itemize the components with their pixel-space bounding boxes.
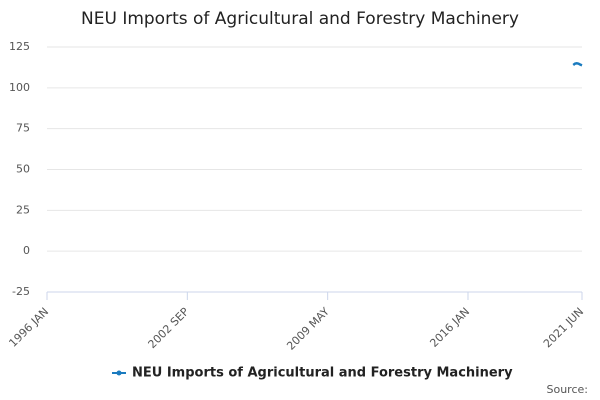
legend-marker bbox=[116, 370, 122, 376]
y-tick-label: 50 bbox=[16, 163, 30, 176]
legend-label: NEU Imports of Agricultural and Forestry… bbox=[132, 366, 513, 381]
x-tick-label: 2009 MAY bbox=[284, 305, 332, 353]
y-tick-label: 125 bbox=[9, 40, 30, 53]
x-tick-label: 2016 JAN bbox=[427, 305, 472, 350]
y-tick-label: 75 bbox=[16, 122, 30, 135]
x-tick-label: 2021 JUN bbox=[541, 305, 586, 350]
chart-title: NEU Imports of Agricultural and Forestry… bbox=[81, 9, 519, 29]
x-tick-label: 1996 JAN bbox=[6, 305, 51, 350]
y-tick-label: 25 bbox=[16, 203, 30, 216]
y-tick-label: 0 bbox=[23, 244, 30, 257]
y-tick-label: 100 bbox=[9, 81, 30, 94]
y-tick-label: -25 bbox=[12, 285, 30, 298]
x-tick-label: 2002 SEP bbox=[146, 305, 192, 351]
source-label: Source: bbox=[547, 383, 589, 396]
series-line bbox=[572, 62, 583, 67]
